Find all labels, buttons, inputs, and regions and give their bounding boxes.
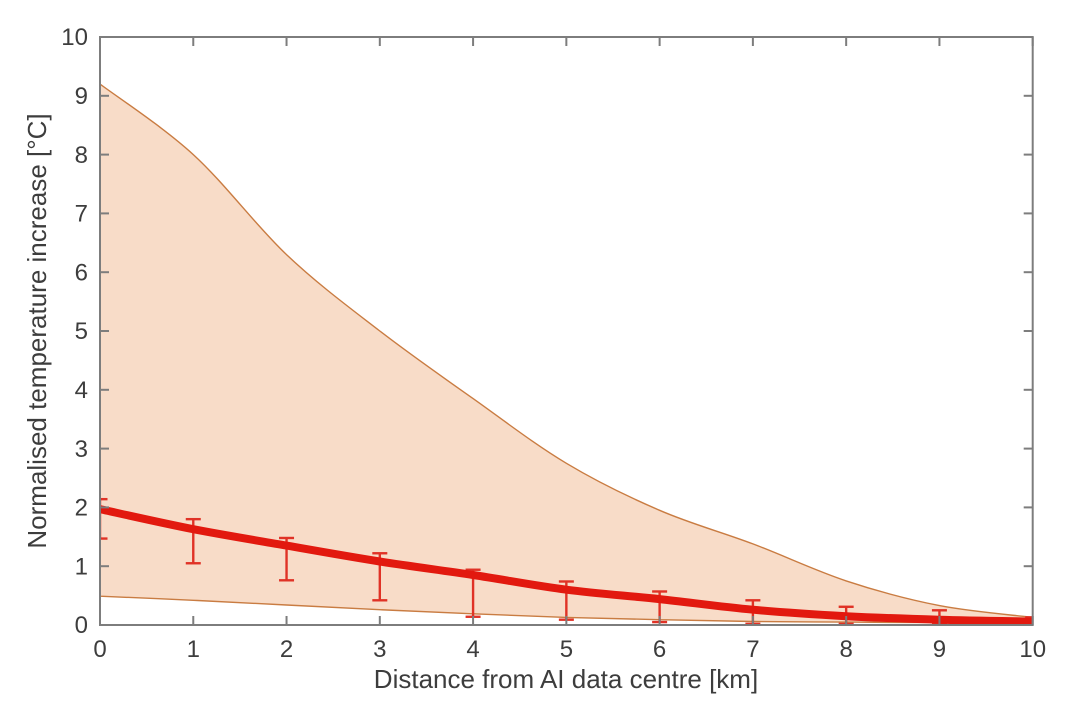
y-tick-label: 4 bbox=[75, 377, 88, 404]
x-tick-label: 7 bbox=[746, 636, 759, 663]
y-tick-label: 2 bbox=[75, 495, 88, 522]
mean-line bbox=[100, 505, 1033, 625]
x-tick-label: 3 bbox=[373, 636, 386, 663]
x-tick-label: 2 bbox=[280, 636, 293, 663]
x-tick-label: 6 bbox=[653, 636, 666, 663]
confidence-band bbox=[100, 83, 1033, 624]
x-tick-label: 9 bbox=[933, 636, 946, 663]
x-tick-label: 0 bbox=[93, 636, 106, 663]
y-tick-label: 6 bbox=[75, 259, 88, 286]
y-tick-label: 0 bbox=[75, 612, 88, 639]
y-axis-label: Normalised temperature increase [°C] bbox=[22, 113, 52, 548]
x-tick-label: 8 bbox=[840, 636, 853, 663]
y-tick-label: 1 bbox=[75, 553, 88, 580]
error-bars bbox=[100, 497, 1033, 625]
axis-ticks bbox=[99, 36, 1034, 626]
y-tick-label: 3 bbox=[75, 436, 88, 463]
y-tick-label: 10 bbox=[61, 24, 88, 51]
plot-area: 0 1 2 3 4 5 6 7 8 9 10 0 1 2 3 4 5 6 7 8 9 10 bbox=[61, 24, 1046, 663]
x-tick-label: 1 bbox=[187, 636, 200, 663]
y-tick-label: 7 bbox=[75, 201, 88, 228]
x-tick-label: 5 bbox=[560, 636, 573, 663]
x-tick-label: 4 bbox=[466, 636, 479, 663]
y-tick-label: 9 bbox=[75, 83, 88, 110]
y-tick-label: 8 bbox=[75, 142, 88, 169]
y-tick-label: 5 bbox=[75, 318, 88, 345]
error-bar-x0 bbox=[100, 497, 108, 540]
x-tick-label: 10 bbox=[1019, 636, 1046, 663]
x-axis-label: Distance from AI data centre [km] bbox=[374, 664, 758, 694]
